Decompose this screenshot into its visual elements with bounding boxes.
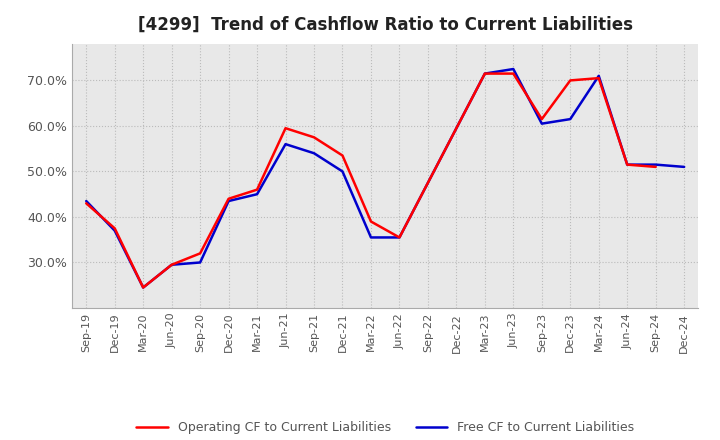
Free CF to Current Liabilities [423, 180, 432, 186]
Free CF to Current Liabilities [139, 285, 148, 290]
Line: Operating CF to Current Liabilities: Operating CF to Current Liabilities [86, 73, 656, 287]
Free CF to Current Liabilities [167, 262, 176, 268]
Free CF to Current Liabilities [82, 198, 91, 204]
Free CF to Current Liabilities [623, 162, 631, 167]
Operating CF to Current Liabilities [139, 285, 148, 290]
Operating CF to Current Liabilities [452, 125, 461, 131]
Operating CF to Current Liabilities [196, 251, 204, 256]
Free CF to Current Liabilities [566, 117, 575, 122]
Operating CF to Current Liabilities [537, 117, 546, 122]
Free CF to Current Liabilities [282, 142, 290, 147]
Operating CF to Current Liabilities [395, 235, 404, 240]
Operating CF to Current Liabilities [310, 135, 318, 140]
Free CF to Current Liabilities [310, 150, 318, 156]
Free CF to Current Liabilities [395, 235, 404, 240]
Operating CF to Current Liabilities [595, 76, 603, 81]
Operating CF to Current Liabilities [366, 219, 375, 224]
Free CF to Current Liabilities [480, 71, 489, 76]
Free CF to Current Liabilities [253, 191, 261, 197]
Operating CF to Current Liabilities [253, 187, 261, 192]
Operating CF to Current Liabilities [225, 196, 233, 202]
Free CF to Current Liabilities [366, 235, 375, 240]
Free CF to Current Liabilities [110, 228, 119, 233]
Operating CF to Current Liabilities [566, 78, 575, 83]
Free CF to Current Liabilities [338, 169, 347, 174]
Free CF to Current Liabilities [680, 164, 688, 169]
Operating CF to Current Liabilities [167, 262, 176, 268]
Operating CF to Current Liabilities [338, 153, 347, 158]
Free CF to Current Liabilities [595, 73, 603, 78]
Free CF to Current Liabilities [509, 66, 518, 72]
Line: Free CF to Current Liabilities: Free CF to Current Liabilities [86, 69, 684, 287]
Operating CF to Current Liabilities [480, 71, 489, 76]
Title: [4299]  Trend of Cashflow Ratio to Current Liabilities: [4299] Trend of Cashflow Ratio to Curren… [138, 16, 633, 34]
Operating CF to Current Liabilities [110, 226, 119, 231]
Legend: Operating CF to Current Liabilities, Free CF to Current Liabilities: Operating CF to Current Liabilities, Fre… [131, 416, 639, 439]
Free CF to Current Liabilities [196, 260, 204, 265]
Free CF to Current Liabilities [225, 198, 233, 204]
Operating CF to Current Liabilities [423, 180, 432, 186]
Free CF to Current Liabilities [452, 125, 461, 131]
Operating CF to Current Liabilities [652, 164, 660, 169]
Operating CF to Current Liabilities [623, 162, 631, 167]
Operating CF to Current Liabilities [82, 201, 91, 206]
Operating CF to Current Liabilities [282, 125, 290, 131]
Free CF to Current Liabilities [537, 121, 546, 126]
Operating CF to Current Liabilities [509, 71, 518, 76]
Free CF to Current Liabilities [652, 162, 660, 167]
